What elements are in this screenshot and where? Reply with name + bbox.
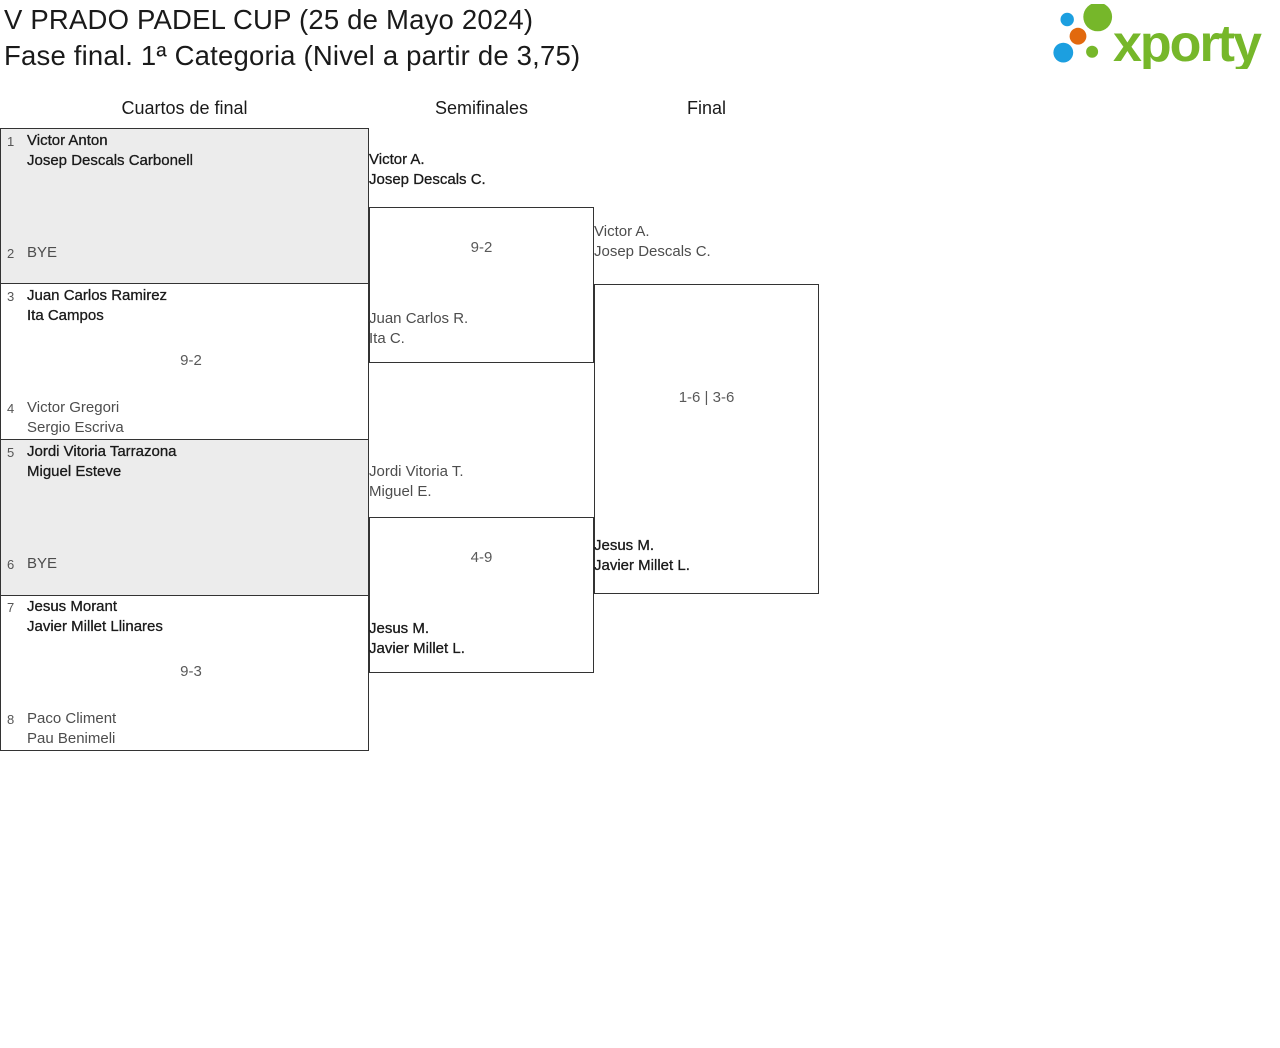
svg-text:xporty: xporty	[1113, 15, 1262, 69]
